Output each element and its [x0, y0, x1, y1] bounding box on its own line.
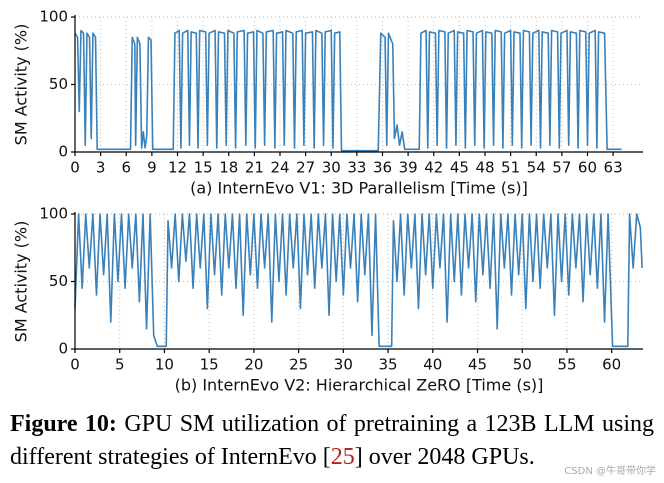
x-axis-label: (b) InternEvo V2: Hierarchical ZeRO [Tim… [175, 376, 544, 395]
x-tick-label: 18 [219, 159, 238, 177]
x-tick-label: 63 [604, 159, 623, 177]
x-tick-label: 30 [334, 356, 353, 374]
caption-text: GPU SM utilization of pretraining a 123B… [10, 411, 654, 470]
x-tick-label: 35 [379, 356, 398, 374]
x-tick-label: 9 [147, 159, 157, 177]
x-axis-label: (a) InternEvo V1: 3D Parallelism [Time (… [190, 179, 528, 198]
x-tick-label: 3 [96, 159, 106, 177]
x-tick-label: 27 [296, 159, 315, 177]
caption-label: Figure 10: [10, 411, 117, 437]
y-tick-label: 0 [58, 143, 68, 161]
x-tick-label: 40 [423, 356, 442, 374]
y-tick-label: 0 [58, 340, 68, 358]
caption: Figure 10: GPU SM utilization of pretrai… [10, 408, 654, 474]
y-tick-label: 100 [39, 205, 68, 223]
data-line [74, 213, 643, 348]
y-axis-label: SM Activity (%) [12, 221, 31, 343]
x-tick-label: 36 [373, 159, 392, 177]
data-line [74, 29, 622, 152]
x-tick-label: 20 [244, 356, 263, 374]
x-tick-label: 15 [200, 356, 219, 374]
x-tick-label: 50 [513, 356, 532, 374]
x-tick-label: 55 [557, 356, 576, 374]
x-tick-label: 60 [602, 356, 621, 374]
x-tick-label: 10 [155, 356, 174, 374]
x-tick-label: 57 [552, 159, 571, 177]
x-tick-label: 5 [115, 356, 125, 374]
x-tick-label: 54 [527, 159, 546, 177]
x-tick-label: 0 [70, 159, 80, 177]
caption-text: ] over 2048 GPUs. [354, 444, 535, 470]
x-tick-label: 45 [468, 356, 487, 374]
x-tick-label: 30 [322, 159, 341, 177]
watermark: CSDN @牛哥带你学 [564, 466, 656, 477]
y-tick-label: 100 [39, 8, 68, 26]
x-tick-label: 0 [70, 356, 80, 374]
x-tick-label: 39 [399, 159, 418, 177]
x-tick-label: 33 [347, 159, 366, 177]
x-tick-label: 60 [578, 159, 597, 177]
y-tick-label: 50 [49, 272, 68, 290]
y-axis-label: SM Activity (%) [12, 24, 31, 146]
x-tick-label: 15 [194, 159, 213, 177]
x-tick-label: 6 [121, 159, 131, 177]
x-tick-label: 42 [424, 159, 443, 177]
x-tick-label: 45 [450, 159, 469, 177]
y-tick-label: 50 [49, 75, 68, 93]
x-tick-label: 12 [168, 159, 187, 177]
x-tick-label: 24 [270, 159, 289, 177]
x-tick-label: 51 [501, 159, 520, 177]
x-tick-label: 48 [475, 159, 494, 177]
citation: 25 [330, 444, 355, 470]
x-tick-label: 21 [245, 159, 264, 177]
x-tick-label: 25 [289, 356, 308, 374]
